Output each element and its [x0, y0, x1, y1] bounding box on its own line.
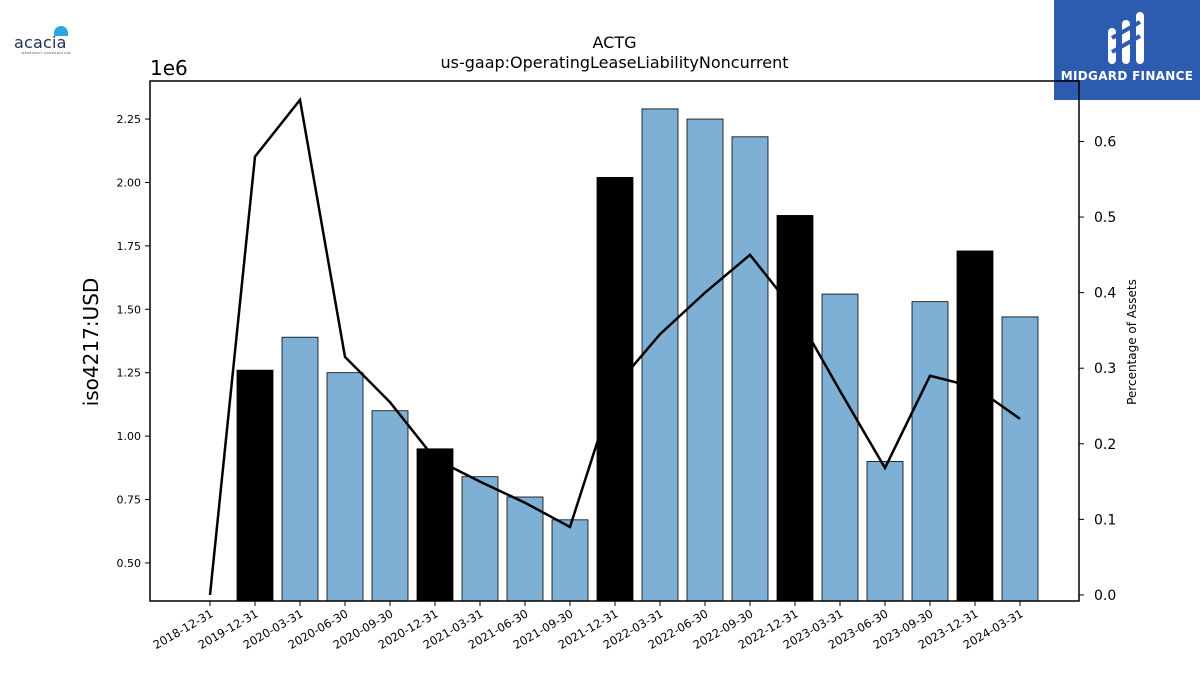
- bar-2022-12-31: [776, 215, 814, 602]
- bar-2019-12-31: [236, 369, 274, 602]
- bar-2020-09-30: [371, 410, 409, 602]
- y-tick-label: 1.25: [117, 367, 142, 380]
- y-tick-label: 1.75: [117, 240, 142, 253]
- bar-2022-09-30: [731, 136, 769, 602]
- logo-left-text: acacia: [14, 33, 67, 52]
- y2-axis-label: Percentage of Assets: [1125, 279, 1139, 405]
- logo-right-text: MIDGARD FINANCE: [1060, 69, 1194, 83]
- logo-arc-icon: [54, 26, 68, 36]
- y2-tick-label: 0.5: [1094, 210, 1116, 226]
- bar-2023-12-31: [956, 250, 994, 602]
- logo-left-tagline: RESEARCH CORPORATION: [22, 51, 71, 55]
- y-tick-label: 1.00: [117, 430, 142, 443]
- bar-2021-03-31: [461, 476, 499, 602]
- chart-subtitle: us-gaap:OperatingLeaseLiabilityNoncurren…: [440, 53, 788, 72]
- y2-tick-label: 0.2: [1094, 437, 1116, 453]
- y-tick-label: 2.00: [117, 176, 142, 189]
- bar-2023-06-30: [866, 461, 904, 602]
- y-tick-label: 2.25: [117, 113, 142, 126]
- y2-tick-label: 0.4: [1094, 286, 1116, 302]
- bar-2022-06-30: [686, 118, 724, 602]
- bar-2021-09-30: [551, 519, 589, 602]
- midgard-emblem-icon: [1108, 12, 1144, 64]
- percentage-of-assets-line: [208, 96, 1021, 596]
- bar-2023-09-30: [911, 301, 949, 602]
- bar-2020-03-31: [281, 336, 319, 602]
- plot-frame: [149, 80, 1080, 602]
- y-offset-label: 1e6: [150, 56, 188, 80]
- y-axis-label: iso4217:USD: [79, 278, 103, 407]
- bar-2021-06-30: [506, 496, 544, 602]
- y-tick-label: 0.75: [117, 494, 142, 507]
- y2-tick-label: 0.3: [1094, 361, 1116, 377]
- chart-title: ACTG: [592, 33, 636, 52]
- acacia-logo: acacia RESEARCH CORPORATION: [12, 26, 78, 56]
- bar-2020-06-30: [326, 372, 364, 602]
- y-tick-label: 1.50: [117, 303, 142, 316]
- bar-2024-03-31: [1001, 316, 1039, 602]
- y-tick-label: 0.50: [117, 557, 142, 570]
- y2-tick-label: 0.0: [1094, 588, 1116, 604]
- bar-2022-03-31: [641, 108, 679, 602]
- y2-tick-label: 0.1: [1094, 512, 1116, 528]
- y2-tick-label: 0.6: [1094, 134, 1116, 150]
- bar-2020-12-31: [416, 448, 454, 602]
- bar-2023-03-31: [821, 293, 859, 602]
